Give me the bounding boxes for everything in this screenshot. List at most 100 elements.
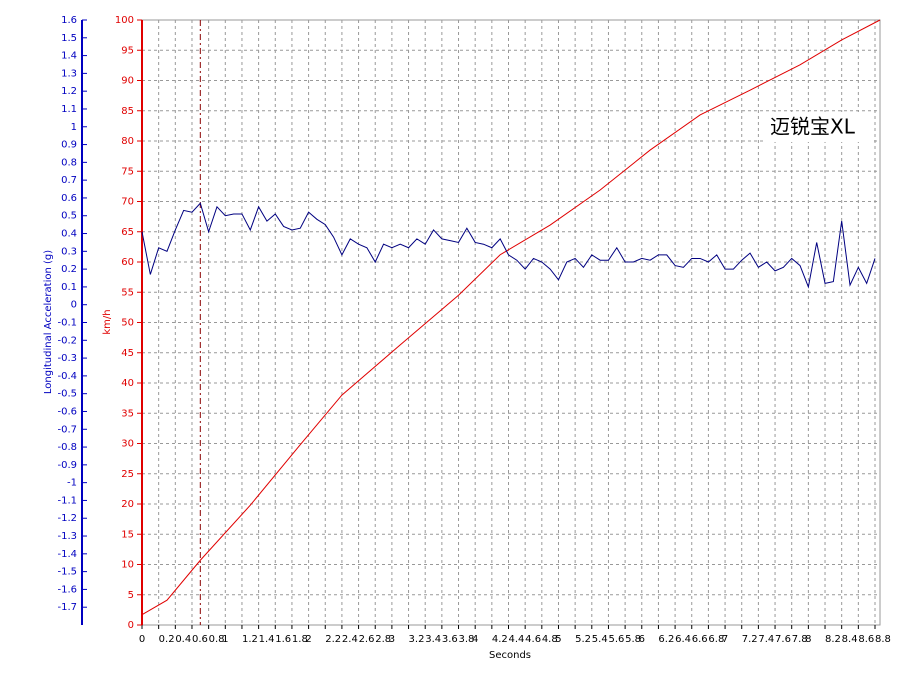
x-tick-label: 6.4 [675,634,691,645]
y-tick-label: 60 [121,257,134,268]
y-tick-label: 100 [115,15,134,26]
y2-tick-label: -1.3 [57,531,77,542]
y2-tick-label: -0.5 [57,389,77,400]
x-tick-label: 7.6 [775,634,791,645]
y2-tick-label: 1.5 [61,33,77,44]
y-tick-label: 35 [121,408,134,419]
y-tick-label: 90 [121,76,134,87]
x-tick-label: 1 [222,634,228,645]
y-tick-label: 30 [121,439,134,450]
y-tick-label: 45 [121,348,134,359]
x-tick-label: 7.8 [792,634,808,645]
x-tick-label: 2.8 [375,634,391,645]
y2-tick-label: 0.9 [61,140,77,151]
y-tick-label: 70 [121,197,134,208]
x-tick-label: 6 [639,634,645,645]
y2-tick-label: -1.4 [57,549,77,560]
y2-tick-label: -0.4 [57,371,77,382]
x-tick-label: 5.6 [608,634,624,645]
y2-tick-label: 1.2 [61,86,77,97]
x-tick-label: 2.2 [325,634,341,645]
y-tick-label: 0 [128,620,134,631]
y-tick-label: 50 [121,318,134,329]
y2-tick-label: 0.1 [61,282,77,293]
x-tick-label: 2.4 [342,634,358,645]
x-tick-label: 8.4 [842,634,858,645]
y2-tick-label: 0.4 [61,229,77,240]
annotation: 迈锐宝XL [770,115,856,139]
y2-tick-label: 0.3 [61,246,77,257]
y2-axis-label: Longitudinal Acceleration (g) [43,250,54,394]
y2-tick-label: 0.6 [61,193,77,204]
y2-tick-label: -1.1 [57,495,77,506]
x-tick-label: 8.2 [825,634,841,645]
y-tick-label: 65 [121,227,134,238]
y2-tick-label: 0.7 [61,175,77,186]
y2-tick-label: -1.7 [57,602,77,613]
x-tick-label: 3.6 [442,634,458,645]
x-axis-label: Seconds [489,650,531,661]
x-tick-label: 4 [472,634,478,645]
y-tick-label: 85 [121,106,134,117]
data-line [141,202,876,289]
y2-tick-label: -0.6 [57,406,77,417]
y2-tick-label: 0.2 [61,264,77,275]
y2-tick-label: -0.1 [57,318,77,329]
x-tick-label: 7.4 [758,634,774,645]
y2-tick-label: -0.2 [57,335,77,346]
x-tick-label: 8 [805,634,811,645]
y2-tick-label: -0.7 [57,424,77,435]
x-tick-label: 4.8 [542,634,558,645]
y2-tick-label: -0.9 [57,460,77,471]
x-tick-label: 1.4 [259,634,275,645]
x-tick-label: 5.2 [575,634,591,645]
x-tick-label: 3.8 [459,634,475,645]
y2-tick-label: 1.1 [61,104,77,115]
x-tick-label: 6.2 [658,634,674,645]
y-axis-label: km/h [102,309,113,334]
x-tick-label: 0.8 [209,634,225,645]
y2-tick-label: -1.5 [57,567,77,578]
annotation-box [763,112,873,142]
x-tick-label: 0.4 [175,634,191,645]
y-tick-label: 25 [121,469,134,480]
x-tick-label: 7 [722,634,728,645]
x-tick-label: 0.6 [192,634,208,645]
x-tick-label: 5.8 [625,634,641,645]
y2-tick-label: 0.8 [61,157,77,168]
x-tick-label: 3 [389,634,395,645]
y-tick-label: 15 [121,529,134,540]
x-tick-label: 4.2 [492,634,508,645]
y2-tick-label: 0 [71,300,77,311]
y-tick-label: 40 [121,378,134,389]
y-tick-label: 95 [121,45,134,56]
y2-tick-label: 1.4 [61,51,77,62]
data-line [141,19,881,616]
x-tick-label: 4.6 [525,634,541,645]
x-tick-label: 5 [555,634,561,645]
x-tick-label: 2 [305,634,311,645]
x-tick-label: 8.6 [858,634,874,645]
x-tick-label: 3.4 [425,634,441,645]
x-tick-label: 4.4 [509,634,525,645]
y-tick-label: 55 [121,287,134,298]
y2-tick-label: 0.5 [61,211,77,222]
y-tick-label: 80 [121,136,134,147]
x-tick-label: 1.2 [242,634,258,645]
y2-tick-label: 1.6 [61,15,77,26]
x-tick-label: 0 [139,634,145,645]
x-tick-label: 5.4 [592,634,608,645]
y-tick-label: 10 [121,560,134,571]
x-tick-label: 3.2 [409,634,425,645]
y2-tick-label: 1.3 [61,68,77,79]
y2-tick-label: -1.2 [57,513,77,524]
x-tick-label: 7.2 [742,634,758,645]
y2-tick-label: -1 [67,478,77,489]
y2-tick-label: 1 [71,122,77,133]
x-tick-label: 1.6 [275,634,291,645]
y-tick-label: 5 [128,590,134,601]
y-tick-label: 75 [121,166,134,177]
x-tick-label: 0.2 [159,634,175,645]
y2-tick-label: -0.3 [57,353,77,364]
